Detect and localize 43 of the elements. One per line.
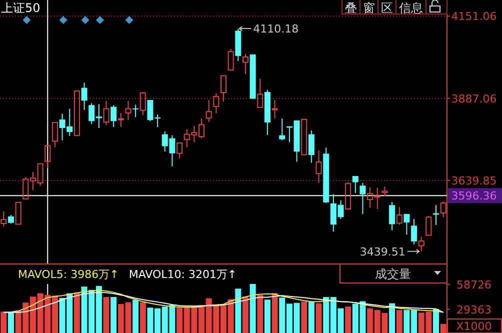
y-tick-label: 4151.06 bbox=[451, 10, 497, 24]
candlestick bbox=[118, 112, 124, 128]
candlestick bbox=[81, 82, 88, 111]
candlestick bbox=[242, 53, 248, 75]
candlestick bbox=[125, 100, 132, 121]
candlestick bbox=[176, 142, 183, 159]
candlestick bbox=[360, 182, 366, 214]
y-tick-label: 58726 bbox=[456, 278, 492, 292]
annotation: 区 bbox=[381, 1, 393, 15]
candlestick bbox=[308, 130, 314, 164]
candlestick bbox=[52, 122, 58, 148]
candlestick bbox=[0, 210, 7, 228]
y-tick-label: 29363 bbox=[456, 303, 492, 316]
annotation: 信息 bbox=[399, 1, 423, 15]
candlestick bbox=[103, 100, 110, 126]
candlestick bbox=[132, 104, 139, 118]
series-label: MAVOL10: 3201万↑ bbox=[128, 268, 237, 281]
candlestick bbox=[257, 78, 264, 108]
series-label: MAVOL5: 3986万↑ bbox=[18, 268, 119, 281]
candlestick bbox=[110, 104, 117, 128]
candlestick bbox=[213, 93, 220, 114]
candlestick bbox=[433, 204, 440, 226]
candlestick bbox=[220, 75, 226, 102]
candlestick bbox=[418, 236, 424, 252]
candlestick bbox=[279, 118, 286, 141]
candlestick bbox=[396, 206, 402, 226]
candlestick bbox=[389, 202, 396, 231]
candlestick bbox=[411, 218, 418, 245]
y-axis-title: X1000 bbox=[456, 320, 492, 333]
annotation: 4110.18 bbox=[253, 22, 299, 36]
candlestick bbox=[316, 150, 322, 184]
ref-line-label: 3596.36 bbox=[451, 190, 497, 203]
y-tick-label: 3639.85 bbox=[451, 174, 497, 188]
annotation: 叠 bbox=[345, 1, 357, 15]
candlestick bbox=[404, 213, 410, 236]
candlestick bbox=[206, 99, 212, 123]
annotation: 窗 bbox=[363, 1, 375, 15]
candlestick bbox=[352, 176, 358, 194]
candlestick bbox=[272, 99, 278, 119]
annotation: 3439.51 bbox=[360, 245, 406, 258]
chart-title: 成交量 bbox=[375, 267, 411, 281]
chart-title: 上证50 bbox=[1, 1, 40, 15]
y-tick-label: 3887.06 bbox=[451, 92, 497, 106]
